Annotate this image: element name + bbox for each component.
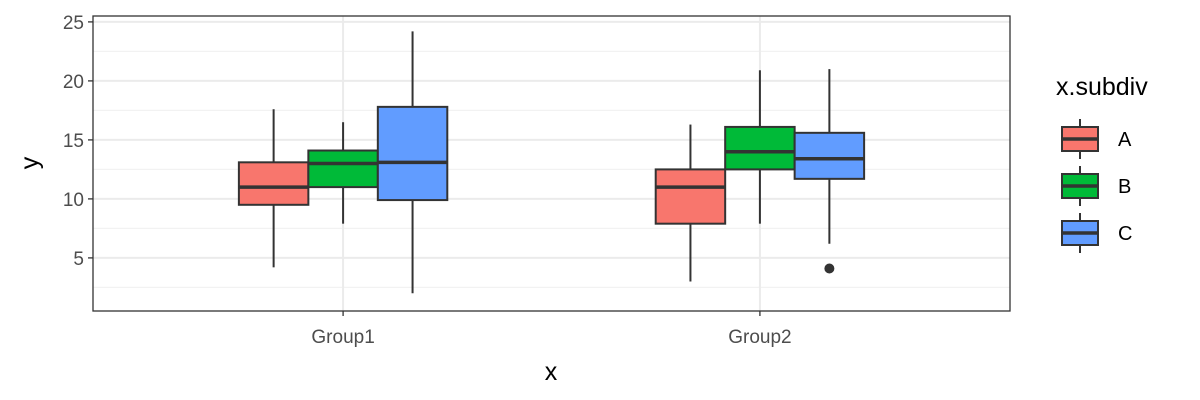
box-A-Group1	[237, 109, 310, 268]
y-axis-title: y	[16, 156, 44, 169]
box-body	[724, 125, 796, 171]
box-A-Group2	[654, 124, 727, 282]
legend-title: x.subdiv	[1056, 73, 1148, 101]
legend-label: C	[1118, 223, 1132, 245]
legend-item-C: C	[1061, 213, 1132, 253]
legend-item-B: B	[1061, 166, 1131, 206]
box-body	[376, 105, 449, 202]
legend-item-A: A	[1061, 119, 1132, 159]
box-C-Group1	[376, 31, 449, 294]
grid-layer	[93, 16, 1010, 311]
outlier-point	[824, 263, 835, 274]
box-body	[793, 131, 866, 180]
y-tick-label: 20	[63, 72, 84, 93]
box-B-Group1	[307, 122, 379, 224]
box-C-Group2	[793, 69, 866, 274]
box-layer	[237, 31, 866, 294]
panel-border	[92, 15, 1011, 312]
x-tick-label: Group1	[311, 327, 374, 348]
y-tick-label: 15	[63, 131, 84, 152]
y-tick-label: 10	[63, 190, 84, 211]
y-tick-label: 25	[63, 13, 84, 34]
y-tick-label: 5	[73, 249, 84, 270]
legend-label: A	[1118, 129, 1132, 151]
box-body	[307, 149, 379, 189]
legend-label: B	[1118, 176, 1131, 198]
axis-layer: 5 10 15 20 25 Group1 Group2	[63, 13, 792, 348]
box-body	[237, 161, 310, 206]
box-B-Group2	[724, 70, 796, 224]
legend: x.subdiv A B C	[1056, 73, 1148, 253]
x-tick-label: Group2	[728, 327, 791, 348]
box-body	[654, 168, 727, 225]
x-axis-title: x	[545, 358, 558, 386]
